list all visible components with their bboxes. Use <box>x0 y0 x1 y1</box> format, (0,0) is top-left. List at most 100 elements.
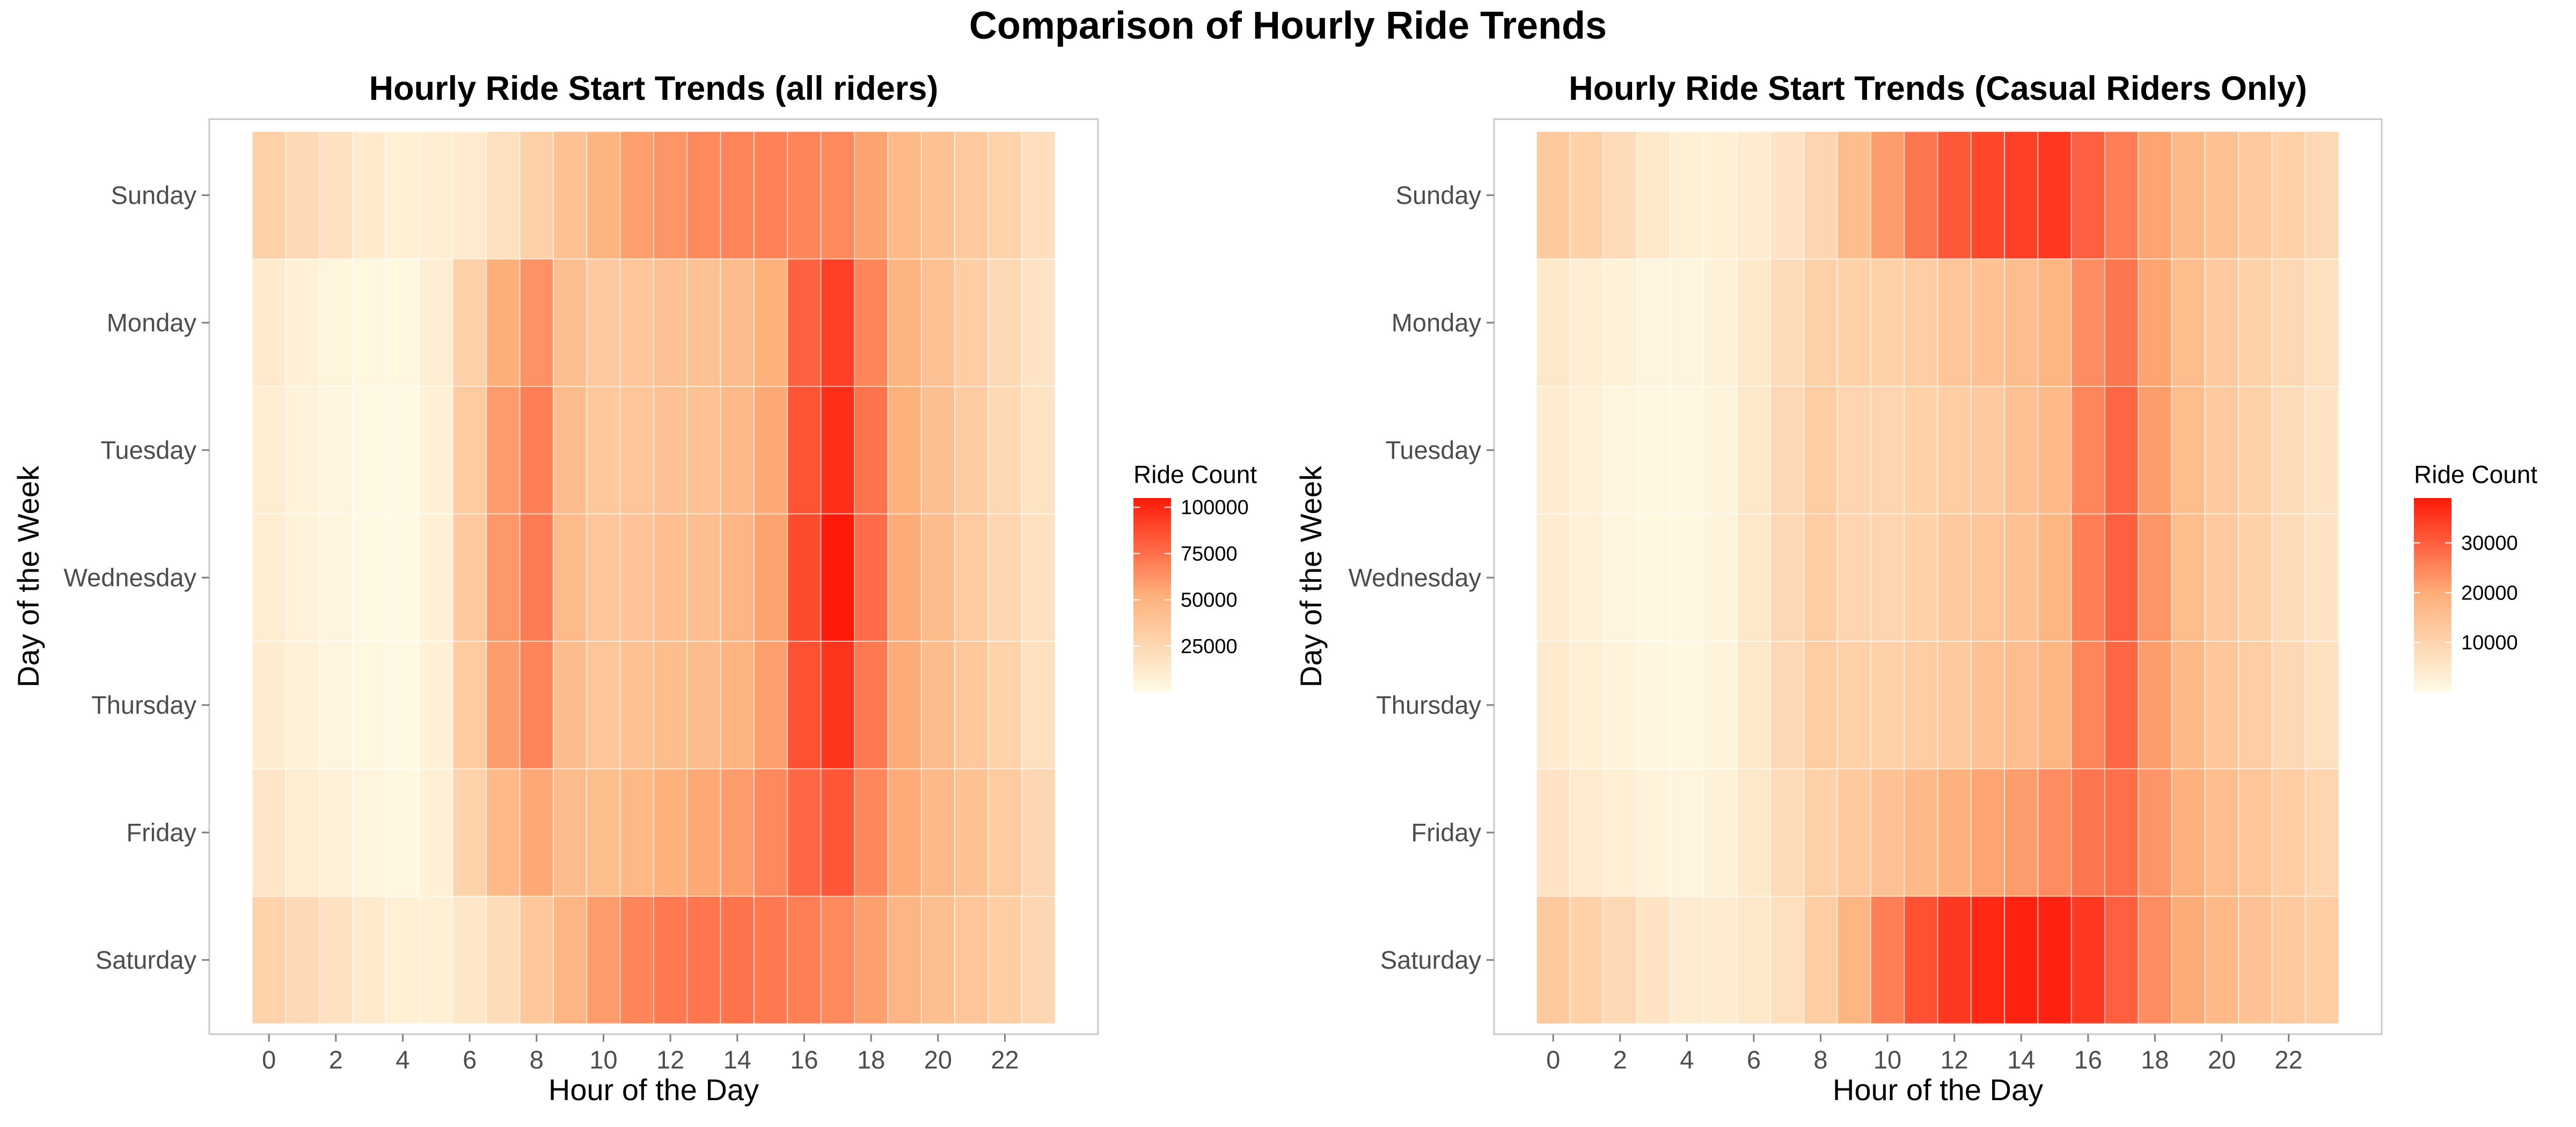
heatmap-cell <box>887 896 922 1024</box>
heatmap-cell <box>1870 896 1905 1024</box>
heatmap-cell <box>720 386 755 515</box>
heatmap-cell <box>820 258 855 387</box>
heatmap-cell <box>1536 641 1571 770</box>
heatmap-cell <box>1670 896 1704 1024</box>
heatmap-cell <box>2004 131 2039 260</box>
heatmap-cell <box>2070 641 2105 770</box>
heatmap-cell <box>1736 513 1772 642</box>
heatmap-cell <box>2304 258 2339 387</box>
heatmap-cell <box>686 641 721 770</box>
heatmap-cell <box>252 641 287 770</box>
heatmap-cell <box>887 641 922 770</box>
heatmap-cell <box>553 896 588 1024</box>
heatmap-cell <box>686 896 721 1024</box>
y-tick-label: Wednesday <box>1349 563 1482 591</box>
heatmap-cell <box>820 641 855 770</box>
heatmap-cell <box>385 896 420 1024</box>
heatmap-cell <box>1736 258 1772 387</box>
heatmap-cell <box>753 131 788 260</box>
panel-title: Hourly Ride Start Trends (all riders) <box>369 70 939 107</box>
heatmap-cell <box>720 896 755 1024</box>
heatmap-cell <box>1836 768 1871 897</box>
heatmap-cell <box>352 513 387 642</box>
heatmap-cell <box>1937 258 1972 387</box>
heatmap-cell <box>2070 131 2105 260</box>
y-tick-label: Saturday <box>1380 946 1482 974</box>
heatmap-cell <box>2104 641 2139 770</box>
heatmap-cell <box>519 768 554 897</box>
heatmap-cell <box>2171 641 2206 770</box>
heatmap-cell <box>1770 768 1805 897</box>
heatmap-cell <box>252 513 287 642</box>
heatmap-cell <box>686 386 721 515</box>
heatmap-cell <box>352 641 387 770</box>
heatmap-cell <box>1803 641 1838 770</box>
x-tick-label: 10 <box>1874 1045 1901 1074</box>
heatmap-cell <box>1636 513 1671 642</box>
heatmap-cell <box>419 513 453 642</box>
heatmap-cell <box>619 768 655 897</box>
y-tick-label: Monday <box>107 308 197 336</box>
heatmap-cell <box>954 386 989 515</box>
heatmap-tiles <box>252 131 1056 1024</box>
heatmap-cell <box>2104 131 2139 260</box>
heatmap-cell <box>2204 258 2240 387</box>
heatmap-cell <box>2037 513 2072 642</box>
heatmap-cell <box>1536 258 1571 387</box>
heatmap-cell <box>820 768 855 897</box>
heatmap-cell <box>2004 768 2039 897</box>
heatmap-cell <box>1937 768 1972 897</box>
y-axis-title: Day of the Week <box>11 465 45 687</box>
heatmap-cell <box>2037 641 2072 770</box>
heatmap-cell <box>519 896 554 1024</box>
heatmap-cell <box>2204 386 2240 515</box>
heatmap-cell <box>1803 896 1838 1024</box>
heatmap-cell <box>553 386 588 515</box>
heatmap-cell <box>2037 386 2072 515</box>
legend-tick-label: 50000 <box>1181 589 1238 612</box>
legend-title: Ride Count <box>1133 460 1257 488</box>
heatmap-cell <box>1870 258 1905 387</box>
heatmap-cell <box>1836 896 1871 1024</box>
heatmap-cell <box>753 896 788 1024</box>
heatmap-cell <box>1703 131 1738 260</box>
heatmap-cell <box>553 768 588 897</box>
heatmap-cell <box>419 258 453 387</box>
heatmap-cell <box>653 896 688 1024</box>
heatmap-cell <box>452 258 487 387</box>
heatmap-cell <box>2070 258 2105 387</box>
heatmap-cell <box>1536 131 1571 260</box>
heatmap-cell <box>1937 386 1972 515</box>
heatmap-cell <box>1536 896 1571 1024</box>
heatmap-cell <box>619 896 655 1024</box>
heatmap-cell <box>1021 768 1056 897</box>
heatmap-cell <box>1636 258 1671 387</box>
heatmap-cell <box>452 513 487 642</box>
heatmap-cell <box>452 131 487 260</box>
heatmap-cell <box>1636 386 1671 515</box>
heatmap-cell <box>385 768 420 897</box>
heatmap-cell <box>486 641 521 770</box>
heatmap-cell <box>987 896 1022 1024</box>
heatmap-cell <box>252 386 287 515</box>
heatmap-cell <box>2171 258 2206 387</box>
x-tick-label: 10 <box>589 1045 617 1074</box>
heatmap-cell <box>2104 768 2139 897</box>
heatmap-cell <box>619 258 655 387</box>
heatmap-cell <box>1770 513 1805 642</box>
heatmap-cell <box>854 641 889 770</box>
panel-title: Hourly Ride Start Trends (Casual Riders … <box>1569 70 2307 107</box>
heatmap-cell <box>987 258 1022 387</box>
heatmap-cell <box>519 386 554 515</box>
heatmap-cell <box>2171 386 2206 515</box>
heatmap-cell <box>486 258 521 387</box>
heatmap-cell <box>619 641 655 770</box>
heatmap-cell <box>2204 131 2240 260</box>
heatmap-cell <box>1904 768 1938 897</box>
heatmap-cell <box>2238 131 2273 260</box>
heatmap-cell <box>2171 131 2206 260</box>
heatmap-cell <box>686 768 721 897</box>
heatmap-cell <box>586 768 621 897</box>
heatmap-cell <box>1703 768 1738 897</box>
x-tick-label: 14 <box>2007 1045 2035 1074</box>
